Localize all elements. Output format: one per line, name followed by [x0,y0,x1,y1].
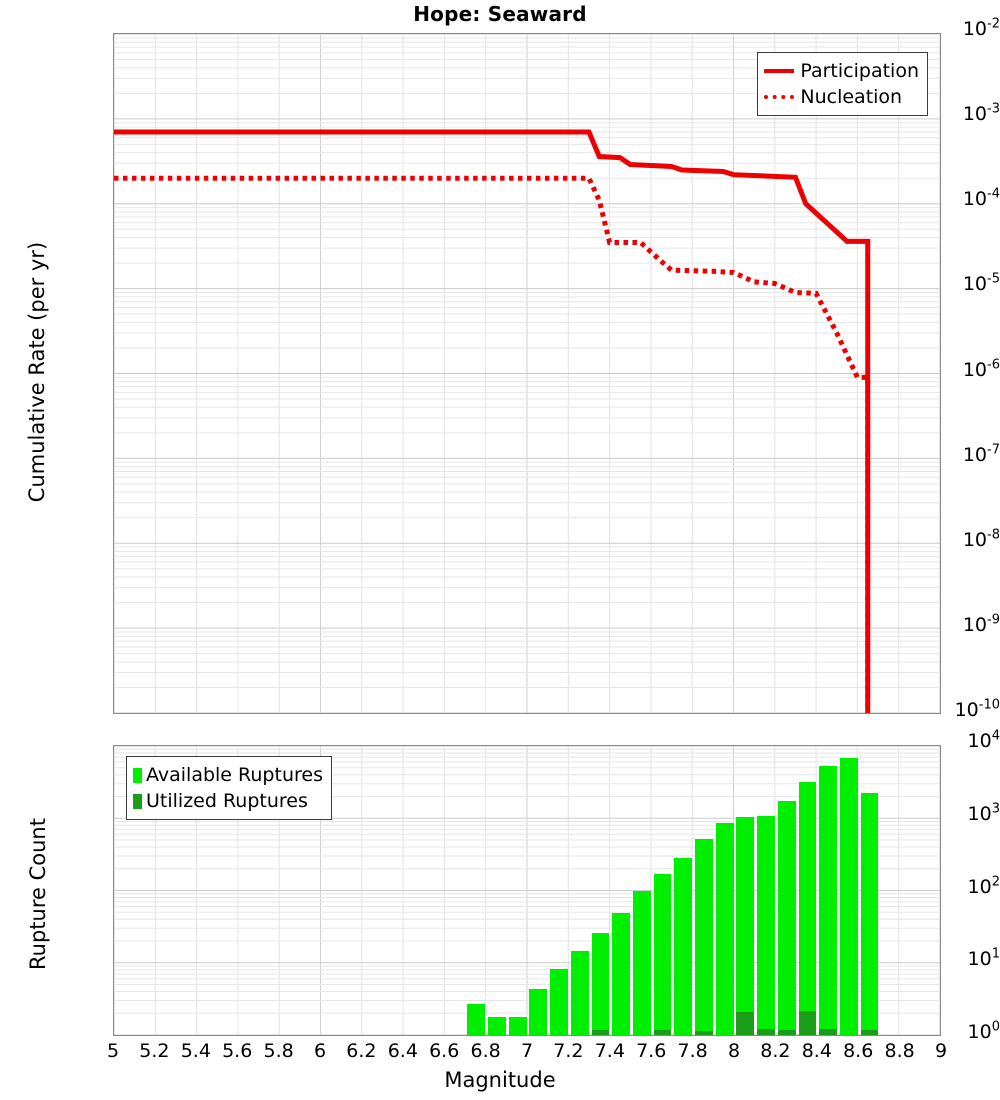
y-tick-label: 10-5 [895,275,1000,294]
bar-utilized [757,1029,775,1036]
page-title: Hope: Seaward [0,2,1000,26]
legend-label-participation: Participation [800,60,919,82]
bar-available [633,891,651,1036]
bar-available [695,839,713,1036]
bar-available [550,969,568,1036]
bar-utilized [592,1030,610,1036]
bar-available [716,823,734,1036]
top-chart-y-axis-label: Cumulative Rate (per yr) [25,182,49,562]
legend-label-nucleation: Nucleation [800,86,902,108]
bar-utilized [861,1030,879,1036]
y-tick-label: 10-6 [895,361,1000,380]
x-tick-label: 8.4 [802,1040,832,1062]
x-tick-label: 6 [314,1040,326,1062]
bar-available [654,874,672,1036]
y-tick-label: 10-9 [895,616,1000,635]
x-tick-label: 7.4 [595,1040,625,1062]
bottom-chart-y-axis-label: Rupture Count [26,764,50,1024]
bar-utilized [799,1011,817,1036]
x-axis-label: Magnitude [0,1068,1000,1092]
legend-label-available-ruptures: Available Ruptures [146,764,323,786]
bar-available [736,817,754,1036]
x-tick-label: 8.2 [760,1040,790,1062]
bar-available [509,1017,527,1036]
x-tick-label: 6.2 [346,1040,376,1062]
x-tick-label: 6.6 [429,1040,459,1062]
legend-item-available-ruptures[interactable]: Available Ruptures [133,762,323,788]
x-tick-label: 7.2 [553,1040,583,1062]
bar-available [612,913,630,1036]
bar-available [592,933,610,1036]
y-tick-label: 101 [895,950,1000,969]
top-chart-legend[interactable]: Participation Nucleation [757,52,928,116]
bar-available [467,1004,485,1036]
bar-available [799,782,817,1036]
y-tick-label: 10-4 [895,190,1000,209]
y-tick-label: 10-2 [895,20,1000,39]
x-tick-label: 7 [521,1040,533,1062]
bar-available [757,816,775,1036]
bottom-chart-legend[interactable]: Available Ruptures Utilized Ruptures [126,756,332,820]
legend-item-participation[interactable]: Participation [764,58,919,84]
bar-available [861,793,879,1036]
bar-available [488,1017,506,1036]
y-tick-label: 10-7 [895,446,1000,465]
bar-available [778,801,796,1036]
bar-utilized [654,1030,672,1036]
y-tick-label: 102 [895,878,1000,897]
x-tick-label: 8.6 [843,1040,873,1062]
x-tick-label: 5.8 [263,1040,293,1062]
dotted-line-icon [764,95,794,99]
bar-available [674,858,692,1036]
legend-item-nucleation[interactable]: Nucleation [764,84,919,110]
bar-utilized [819,1029,837,1036]
available-ruptures-swatch-icon [133,768,142,783]
x-tick-label: 6.4 [388,1040,418,1062]
bar-utilized [778,1030,796,1036]
y-tick-label: 104 [895,732,1000,751]
x-tick-label: 8 [728,1040,740,1062]
x-tick-label: 8.8 [884,1040,914,1062]
x-tick-label: 5.6 [222,1040,252,1062]
legend-item-utilized-ruptures[interactable]: Utilized Ruptures [133,788,323,814]
x-tick-label: 6.8 [470,1040,500,1062]
bar-utilized [695,1031,713,1036]
legend-label-utilized-ruptures: Utilized Ruptures [146,790,308,812]
x-tick-label: 7.6 [636,1040,666,1062]
figure-container: Hope: Seaward Cumulative Rate (per yr) P… [0,0,1000,1100]
top-chart-data [114,34,940,713]
solid-line-icon [764,69,794,73]
x-tick-label: 5 [107,1040,119,1062]
cumulative-rate-chart: Participation Nucleation [113,33,941,714]
y-tick-label: 103 [895,805,1000,824]
x-tick-label: 5.4 [181,1040,211,1062]
y-tick-label: 10-8 [895,531,1000,550]
x-tick-label: 5.2 [139,1040,169,1062]
bar-available [571,951,589,1036]
x-tick-label: 7.8 [677,1040,707,1062]
utilized-ruptures-swatch-icon [133,794,142,809]
bar-utilized [736,1012,754,1036]
bar-available [819,766,837,1036]
bar-available [529,989,547,1036]
bar-available [840,758,858,1036]
rupture-count-chart: Available Ruptures Utilized Ruptures [113,745,941,1036]
x-tick-label: 9 [935,1040,947,1062]
y-tick-label: 10-10 [895,701,1000,720]
